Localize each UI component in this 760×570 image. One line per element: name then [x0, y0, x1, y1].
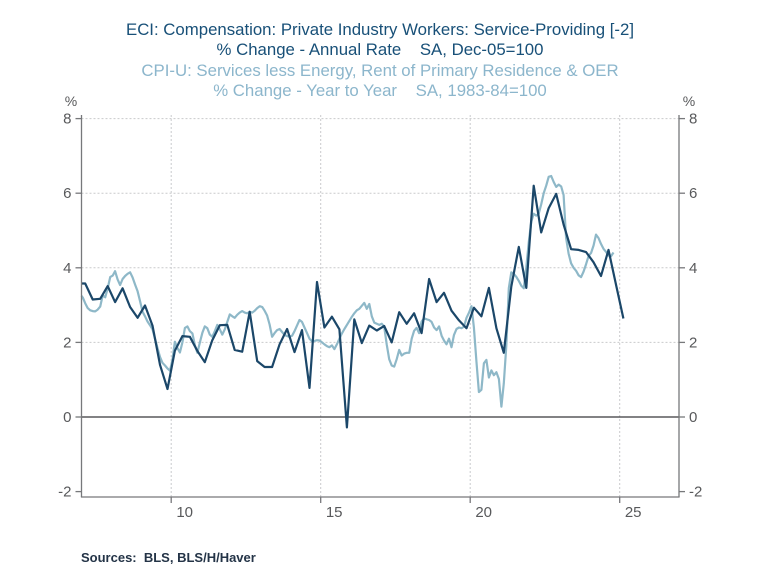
svg-text:%: % [65, 93, 77, 109]
svg-text:6: 6 [689, 185, 697, 202]
svg-text:2: 2 [689, 334, 697, 351]
svg-text:6: 6 [63, 185, 71, 202]
svg-text:2: 2 [63, 334, 71, 351]
svg-text:25: 25 [625, 504, 642, 521]
svg-text:8: 8 [63, 111, 71, 128]
svg-text:4: 4 [63, 260, 71, 277]
svg-text:-2: -2 [689, 484, 702, 501]
svg-text:0: 0 [63, 409, 71, 426]
svg-text:8: 8 [689, 111, 697, 128]
svg-text:10: 10 [176, 504, 193, 521]
svg-text:20: 20 [475, 504, 492, 521]
svg-text:15: 15 [326, 504, 343, 521]
svg-text:4: 4 [689, 260, 697, 277]
svg-text:%: % [683, 93, 695, 109]
svg-text:0: 0 [689, 409, 697, 426]
svg-text:-2: -2 [58, 484, 71, 501]
